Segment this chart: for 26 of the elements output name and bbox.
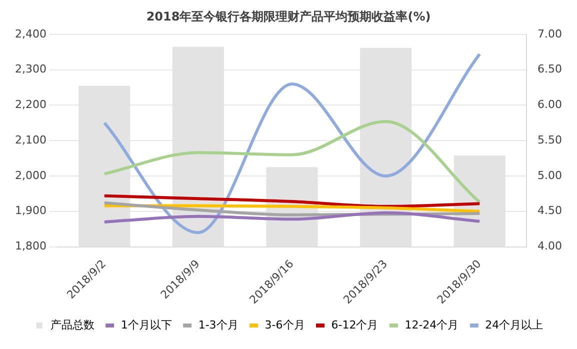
y-tick-label: 2,300 [14, 62, 46, 76]
y2-tick-label: 4.50 [538, 204, 562, 218]
y-tick-label: 2,100 [14, 133, 46, 146]
legend-label: 3-6个月 [264, 318, 305, 332]
y-tick-label: 2,400 [14, 27, 46, 40]
line-series [102, 120, 482, 204]
y-tick-label: 2,200 [14, 98, 46, 112]
y2-tick-label: 6.50 [538, 62, 562, 76]
y2-tick-label: 5.50 [538, 133, 562, 146]
legend-label: 1个月以下 [120, 318, 172, 332]
chart-title: 2018年至今银行各期限理财产品平均预期收益率(%) [146, 9, 431, 24]
y-tick-label: 2,000 [14, 168, 46, 182]
line-series [102, 211, 482, 224]
legend-label: 产品总数 [50, 318, 94, 332]
legend-label: 24个月以上 [485, 318, 544, 332]
y2-tick-label: 5.00 [538, 168, 562, 182]
y2-tick-label: 4.00 [538, 240, 562, 253]
line-series [102, 52, 482, 234]
y2-tick-label: 7.00 [538, 27, 562, 40]
line-series [102, 194, 482, 208]
y2-tick-label: 6.00 [538, 98, 562, 112]
legend-label: 6-12个月 [331, 318, 378, 332]
legend-label: 12-24个月 [404, 318, 459, 332]
legend-label: 1-3个月 [198, 318, 238, 332]
y-tick-label: 1,800 [14, 240, 46, 253]
y-tick-label: 1,900 [14, 204, 46, 218]
